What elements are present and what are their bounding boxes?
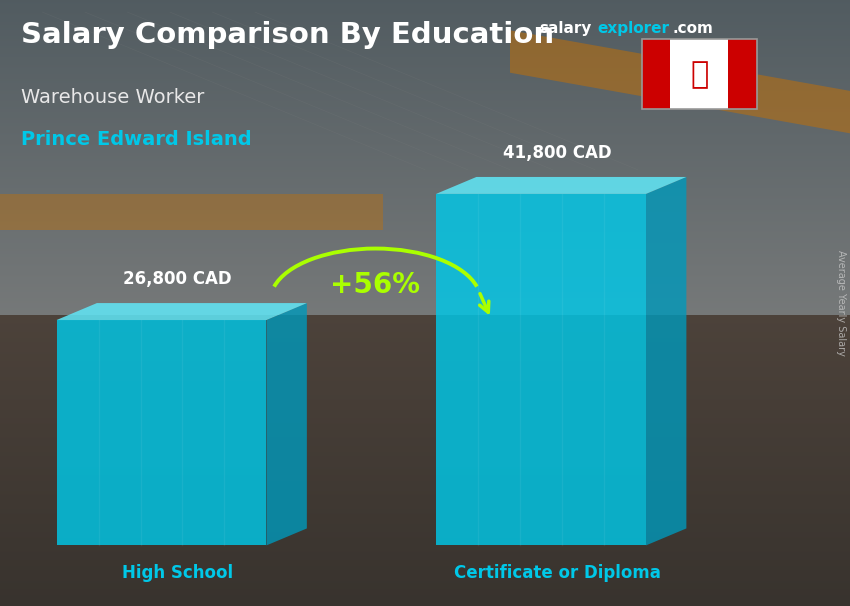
Text: 🍁: 🍁: [690, 60, 708, 88]
Text: 26,800 CAD: 26,800 CAD: [123, 270, 232, 288]
Text: .com: .com: [672, 21, 713, 36]
Polygon shape: [0, 194, 382, 230]
Polygon shape: [56, 303, 307, 320]
Text: Certificate or Diploma: Certificate or Diploma: [454, 564, 660, 582]
Text: Prince Edward Island: Prince Edward Island: [21, 130, 252, 149]
Text: Average Yearly Salary: Average Yearly Salary: [836, 250, 846, 356]
Polygon shape: [436, 177, 686, 194]
Polygon shape: [728, 39, 756, 109]
Polygon shape: [642, 39, 671, 109]
Polygon shape: [510, 30, 850, 133]
Polygon shape: [436, 194, 646, 545]
Text: salary: salary: [540, 21, 592, 36]
Polygon shape: [56, 320, 266, 545]
Text: explorer: explorer: [598, 21, 670, 36]
Text: Warehouse Worker: Warehouse Worker: [21, 88, 205, 107]
Text: High School: High School: [122, 564, 233, 582]
Polygon shape: [266, 303, 307, 545]
Text: +56%: +56%: [331, 271, 421, 299]
Text: Salary Comparison By Education: Salary Comparison By Education: [21, 21, 554, 49]
Polygon shape: [646, 177, 686, 545]
Text: 41,800 CAD: 41,800 CAD: [503, 144, 611, 162]
Polygon shape: [671, 39, 728, 109]
